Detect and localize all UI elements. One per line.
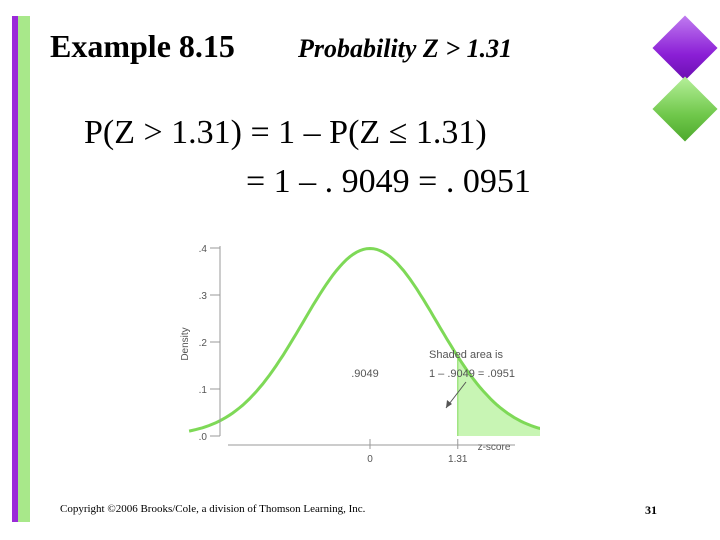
green-diamond-icon bbox=[652, 76, 718, 142]
equation-line-1: P(Z > 1.31) = 1 – P(Z ≤ 1.31) bbox=[84, 114, 487, 151]
annotation-line-2: 1 – .9049 = .0951 bbox=[429, 368, 515, 380]
y-tick-label: .4 bbox=[199, 244, 208, 255]
y-axis-label: Density bbox=[180, 327, 191, 360]
density-curve bbox=[188, 246, 540, 433]
annotation-arrowhead bbox=[446, 400, 452, 408]
copyright-notice: Copyright ©2006 Brooks/Cole, a division … bbox=[60, 503, 366, 515]
normal-distribution-chart: .4 .3 .2 .1 .0 0 1.31 Density z-score .9049 S… bbox=[180, 244, 540, 465]
y-tick-label: .1 bbox=[199, 385, 208, 396]
y-tick-label: .3 bbox=[199, 291, 208, 302]
shaded-area bbox=[457, 356, 540, 436]
slide-subtitle: Probability Z > 1.31 bbox=[298, 34, 513, 63]
page-number: 31 bbox=[645, 503, 657, 517]
y-tick-label: .0 bbox=[199, 432, 208, 443]
purple-diamond-icon bbox=[652, 15, 718, 81]
left-area-label: .9049 bbox=[351, 368, 379, 380]
left-accent-bar-green bbox=[18, 16, 30, 522]
equation-line-2: = 1 – . 9049 = . 0951 bbox=[246, 163, 531, 200]
slide-title: Example 8.15 bbox=[50, 28, 235, 64]
x-axis-label: z-score bbox=[478, 442, 511, 453]
left-accent-bar-purple bbox=[12, 16, 18, 522]
x-tick-label: 0 bbox=[367, 454, 373, 465]
y-tick-label: .2 bbox=[199, 338, 208, 349]
annotation-line-1: Shaded area is bbox=[429, 349, 503, 361]
x-tick-label: 1.31 bbox=[448, 454, 468, 465]
